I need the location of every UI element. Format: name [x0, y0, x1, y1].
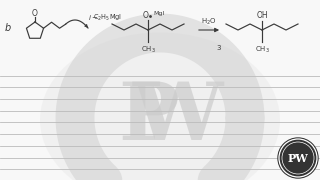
Text: O: O [32, 10, 38, 19]
Text: $\mathrm{CH_3}$: $\mathrm{CH_3}$ [140, 45, 156, 55]
Text: MgI: MgI [153, 10, 164, 15]
Text: $\mathrm{C_2H_5MgI}$: $\mathrm{C_2H_5MgI}$ [93, 13, 122, 23]
Circle shape [278, 138, 318, 178]
Text: W: W [133, 79, 223, 157]
Text: $\mathrm{CH_3}$: $\mathrm{CH_3}$ [254, 45, 269, 55]
Text: $i-$: $i-$ [88, 14, 99, 22]
Text: $\mathrm{H_2O}$: $\mathrm{H_2O}$ [201, 17, 217, 27]
Ellipse shape [40, 33, 280, 180]
Text: P: P [118, 79, 178, 157]
Text: O: O [143, 12, 149, 21]
Text: b: b [5, 23, 11, 33]
Text: OH: OH [256, 12, 268, 21]
Text: PW: PW [288, 154, 308, 165]
Text: 3: 3 [217, 45, 221, 51]
